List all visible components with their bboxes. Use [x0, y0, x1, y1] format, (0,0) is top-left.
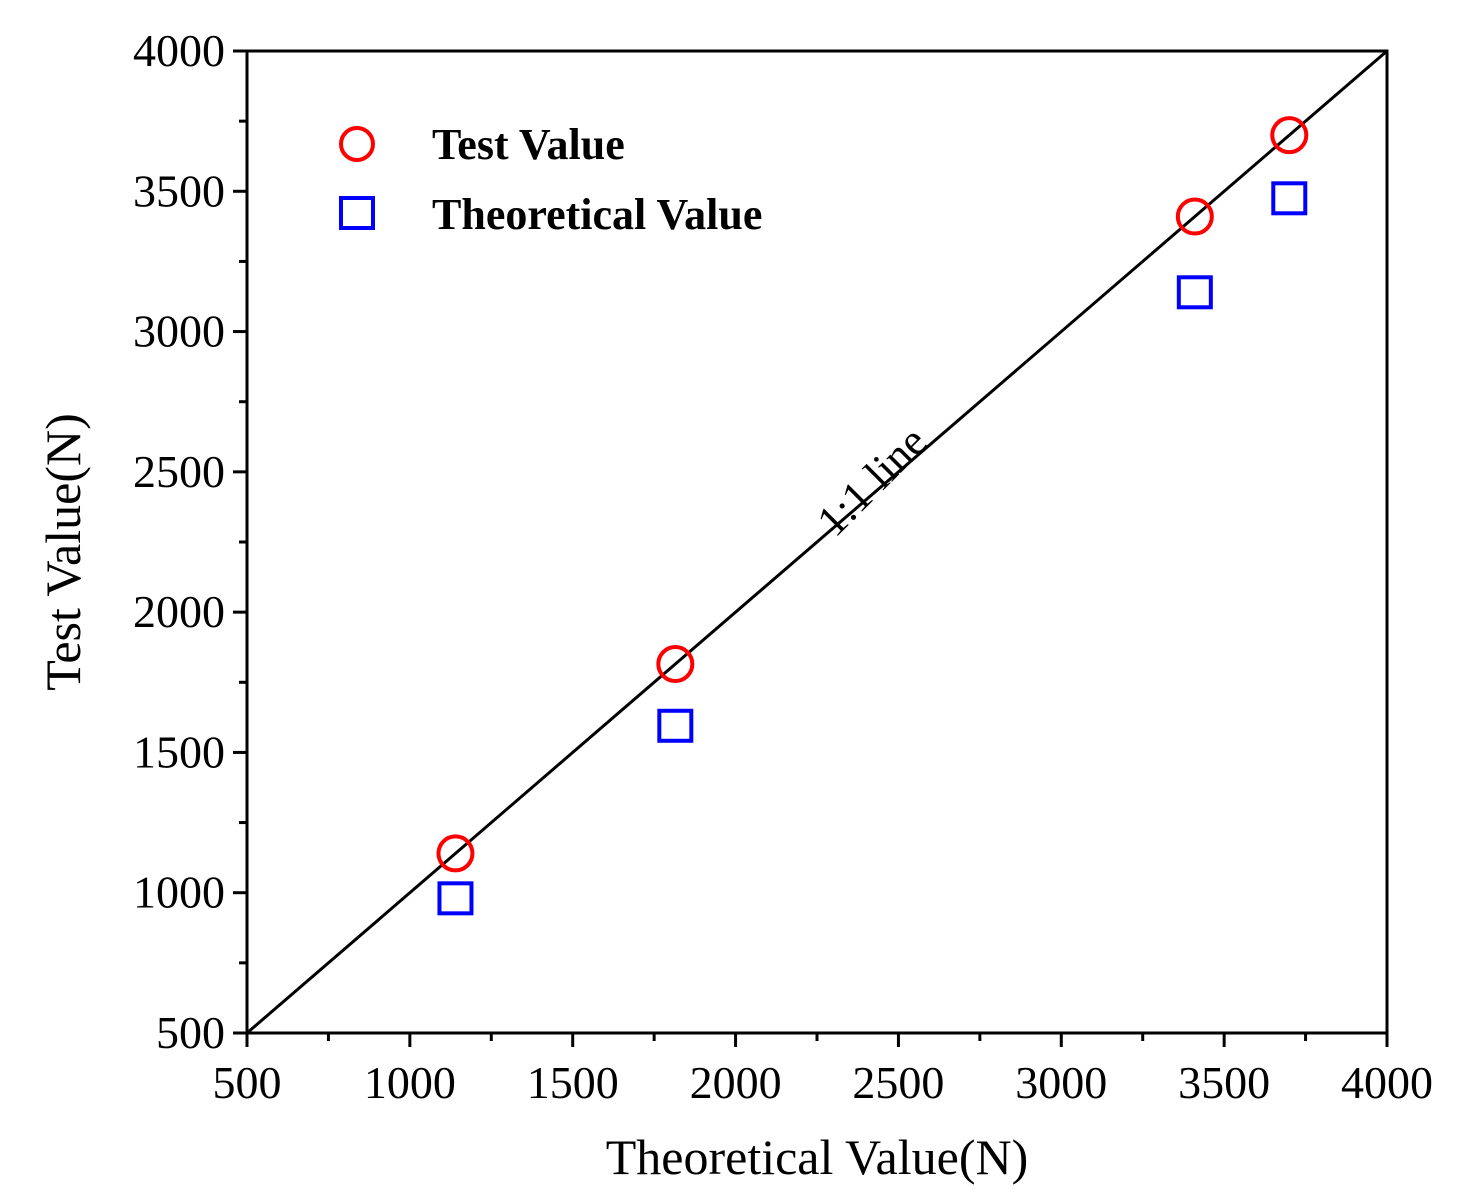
- legend-label-theoretical-value: Theoretical Value: [432, 190, 762, 239]
- y-tick-label: 2500: [133, 446, 225, 497]
- y-tick-label: 1500: [133, 726, 225, 777]
- major-ticks: [233, 49, 1389, 1047]
- y-tick-label: 2000: [133, 586, 225, 637]
- test-value-point: [656, 645, 695, 684]
- x-tick-label: 3500: [1178, 1057, 1270, 1108]
- y-tick-label: 500: [156, 1007, 225, 1058]
- x-tick-label: 2000: [690, 1057, 782, 1108]
- y-tick-label: 4000: [133, 25, 225, 76]
- x-axis-title: Theoretical Value(N): [606, 1129, 1029, 1185]
- data-markers: [436, 116, 1309, 916]
- legend-circle-marker: [339, 126, 375, 162]
- y-tick-label: 3500: [133, 165, 225, 216]
- one-to-one-line: [246, 49, 1388, 1035]
- theoretical-value-point: [657, 708, 694, 743]
- y-tick-label: 1000: [133, 867, 225, 918]
- legend: Test Value Theoretical Value: [339, 120, 762, 239]
- y-axis-title: Test Value(N): [35, 413, 91, 690]
- y-tick-label: 3000: [133, 306, 225, 357]
- minor-ticks: [239, 119, 1308, 1041]
- x-tick-label: 3000: [1015, 1057, 1107, 1108]
- one-to-one-line-label: 1:1 line: [807, 417, 936, 546]
- test-value-point: [1175, 197, 1214, 236]
- theoretical-value-point: [437, 881, 474, 916]
- theoretical-value-point: [1271, 181, 1308, 216]
- x-tick-label: 4000: [1341, 1057, 1433, 1108]
- theoretical-value-point: [1176, 275, 1213, 310]
- x-tick-label: 500: [213, 1057, 282, 1108]
- legend-label-test-value: Test Value: [432, 120, 625, 169]
- y-tick-labels: 500 1000 1500 2000 2500 3000 3500 4000: [133, 25, 225, 1058]
- test-value-point: [1270, 116, 1309, 155]
- x-tick-label: 1000: [364, 1057, 456, 1108]
- x-tick-labels: 500 1000 1500 2000 2500 3000 3500 4000: [213, 1057, 1434, 1108]
- test-value-point: [436, 834, 475, 873]
- legend-square-marker: [339, 196, 375, 230]
- x-tick-label: 1500: [527, 1057, 619, 1108]
- x-tick-label: 2500: [852, 1057, 944, 1108]
